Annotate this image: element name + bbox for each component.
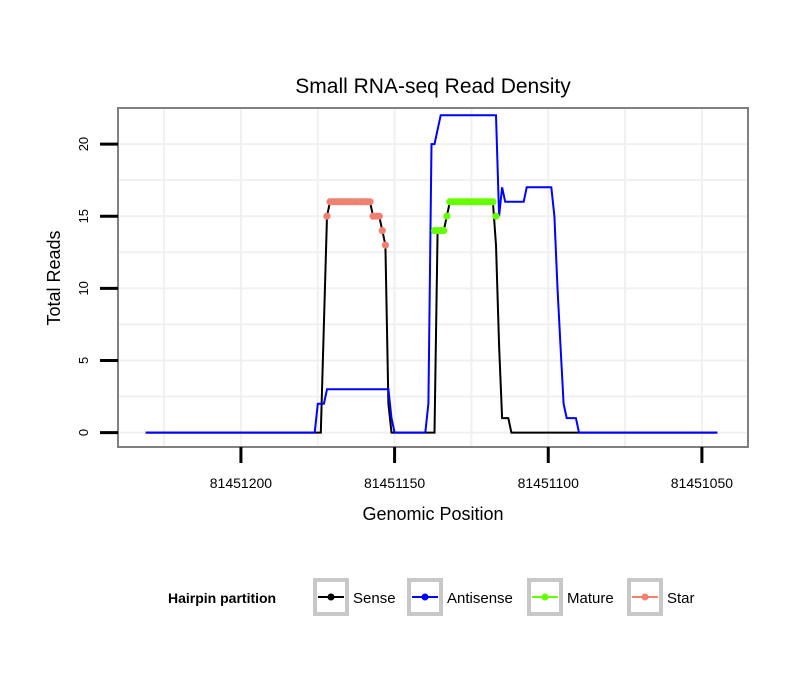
data-point-star	[375, 212, 383, 220]
y-tick-label: 10	[76, 281, 91, 295]
legend-label-antisense: Antisense	[447, 590, 513, 607]
plot-border	[117, 107, 749, 448]
y-tick-label: 5	[76, 357, 91, 364]
plot-area: 81451200 81451150 81451100 81451050 0 5 10 15 20	[76, 107, 749, 491]
legend-key-marker	[541, 593, 549, 601]
data-point-star	[323, 212, 331, 220]
data-point-mature	[440, 227, 448, 235]
legend-label-sense: Sense	[353, 590, 396, 607]
x-tick-label: 81451050	[671, 475, 734, 491]
data-point-mature	[489, 198, 497, 206]
y-tick-label: 15	[76, 209, 91, 223]
x-tick-label: 81451200	[210, 475, 273, 491]
legend-key-marker	[421, 593, 429, 601]
legend: Hairpin partition Sense Antisense Mature St…	[168, 578, 695, 616]
legend-label-star: Star	[667, 590, 695, 607]
data-point-star	[378, 227, 386, 235]
y-tick-label: 20	[76, 137, 91, 151]
legend-label-mature: Mature	[567, 590, 614, 607]
y-tick-label: 0	[76, 429, 91, 436]
series-line-antisense	[145, 114, 718, 434]
chart-title: Small RNA-seq Read Density	[295, 75, 571, 98]
data-point-mature	[492, 212, 500, 220]
series-line-sense	[145, 200, 718, 434]
y-axis-label: Total Reads	[44, 230, 64, 325]
data-point-star	[381, 241, 389, 249]
legend-key-marker	[641, 593, 649, 601]
legend-key-marker	[327, 593, 335, 601]
data-point-star	[366, 198, 374, 206]
data-point-mature	[443, 212, 451, 220]
x-tick-label: 81451100	[518, 475, 579, 491]
x-axis-label: Genomic Position	[362, 504, 503, 524]
x-tick-label: 81451150	[364, 475, 425, 491]
legend-title: Hairpin partition	[168, 590, 276, 606]
